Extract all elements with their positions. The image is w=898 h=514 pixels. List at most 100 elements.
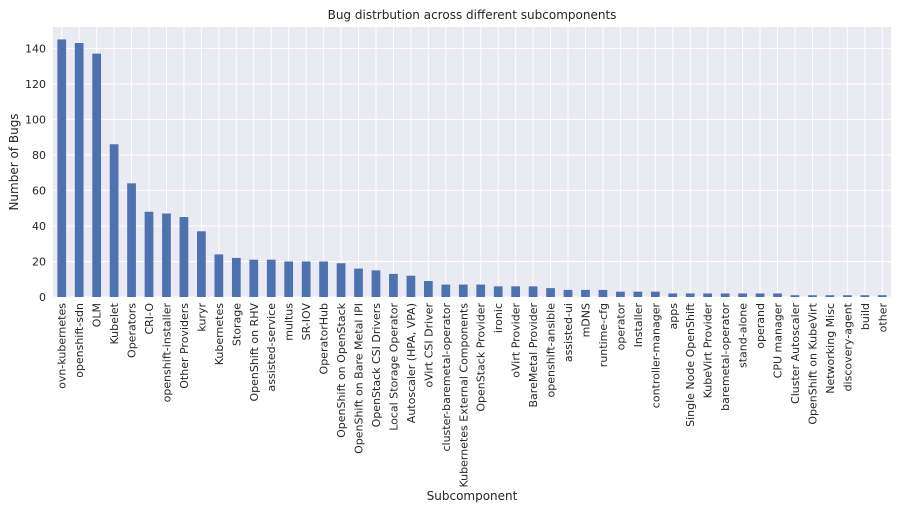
bar	[284, 261, 294, 297]
x-tick-label: operand	[754, 303, 767, 349]
bars	[57, 39, 887, 298]
x-tick-label: stand-alone	[737, 303, 750, 368]
bar	[127, 183, 136, 297]
y-tick-label: 140	[25, 42, 46, 55]
bar	[633, 291, 643, 297]
x-tick-label: CRI-O	[143, 303, 156, 335]
x-tick-label: baremetal-operator	[719, 303, 732, 411]
x-tick-label: BareMetal Provider	[527, 303, 540, 408]
x-tick-label: openshift-installer	[160, 303, 173, 403]
plot-background	[53, 27, 891, 297]
bar	[703, 293, 713, 297]
x-tick-label: Storage	[230, 303, 243, 346]
x-tick-labels: ovn-kubernetes openshift-sdn OLM Kubelet Ope…	[56, 302, 890, 487]
x-tick-label: Local Storage Operator	[387, 303, 400, 431]
x-tick-label: OpenShift on Bare Metal IPI	[353, 303, 366, 454]
x-tick-label: Cluster Autoscaler	[789, 303, 802, 404]
chart-title: Bug distrbution across different subcomp…	[328, 8, 617, 22]
y-axis-title: Number of Bugs	[7, 113, 21, 210]
x-tick-label: controller-manager	[649, 303, 662, 409]
bar	[790, 295, 800, 297]
x-tick-label: ovn-kubernetes	[56, 303, 69, 389]
bar	[423, 281, 433, 297]
bar	[511, 286, 521, 297]
x-tick-label: build	[859, 303, 872, 330]
bar	[144, 211, 154, 297]
bar	[354, 268, 363, 297]
bar	[755, 293, 765, 297]
y-tick-label: 60	[32, 184, 46, 197]
bar	[109, 144, 119, 297]
bar	[720, 293, 730, 297]
y-tick-label: 20	[32, 255, 46, 268]
bar	[371, 270, 381, 297]
bar	[441, 284, 451, 297]
bar	[616, 291, 625, 297]
bar	[842, 295, 852, 297]
x-tick-label: Kubernetes	[213, 303, 226, 366]
bar	[389, 273, 398, 297]
x-tick-label: openshift-ansible	[545, 303, 558, 398]
bar	[74, 42, 84, 297]
x-tick-label: Networking Misc	[824, 303, 837, 394]
x-tick-label: SR-IOV	[300, 303, 313, 341]
x-tick-label: Operators	[126, 303, 139, 358]
x-tick-label: operator	[614, 303, 627, 351]
x-tick-label: mDNS	[579, 303, 592, 337]
bar	[860, 295, 870, 297]
bar	[319, 261, 328, 297]
x-tick-label: Installer	[632, 303, 645, 348]
x-tick-label: OLM	[91, 303, 104, 327]
x-tick-label: multus	[283, 303, 296, 341]
bar	[528, 286, 538, 297]
x-tick-label: discovery-agent	[841, 302, 854, 391]
x-tick-label: assisted-ui	[562, 303, 575, 362]
x-tick-label: runtime-cfg	[597, 303, 610, 367]
x-tick-label: Kubelet	[108, 302, 121, 344]
bar	[581, 289, 590, 297]
x-tick-label: OperatorHub	[318, 303, 331, 374]
x-tick-label: openshift-sdn	[73, 303, 86, 378]
x-tick-label: CPU manager	[772, 303, 785, 379]
bar	[493, 286, 503, 297]
x-tick-label: other	[876, 303, 889, 333]
bar	[808, 295, 817, 297]
y-tick-label: 0	[39, 291, 46, 304]
x-tick-label: OpenStack CSI Drivers	[370, 303, 383, 428]
y-tick-labels: 0 20 40 60 80 100 120 140	[25, 42, 46, 304]
bar	[406, 275, 416, 297]
bar	[738, 293, 747, 297]
bar	[877, 295, 887, 297]
bar	[773, 293, 782, 297]
bar	[598, 289, 608, 297]
x-tick-label: oVirt Provider	[510, 303, 523, 378]
y-tick-label: 120	[25, 78, 46, 91]
x-tick-label: OpenShift on OpenStack	[335, 302, 348, 438]
x-tick-label: kuryr	[195, 303, 208, 332]
bar	[162, 213, 171, 297]
x-tick-label: oVirt CSI Driver	[422, 303, 435, 388]
bar	[249, 259, 259, 297]
bar	[563, 289, 573, 297]
bar	[92, 53, 102, 297]
y-tick-label: 100	[25, 113, 46, 126]
bar	[458, 284, 468, 297]
bar	[231, 257, 241, 297]
bar	[336, 263, 346, 297]
y-tick-label: 80	[32, 149, 46, 162]
x-tick-label: Single Node OpenShift	[684, 302, 697, 427]
bar	[650, 291, 660, 297]
bar	[546, 288, 555, 297]
bar	[301, 261, 311, 297]
bar	[685, 293, 695, 297]
x-tick-label: OpenStack Provider	[475, 303, 488, 412]
x-tick-label: assisted-service	[265, 303, 278, 392]
bar	[266, 259, 276, 297]
x-tick-label: OpenShift on KubeVirt	[806, 302, 819, 424]
x-tick-label: KubeVirt Provider	[702, 303, 715, 399]
y-tick-label: 40	[32, 220, 46, 233]
x-tick-label: Other Providers	[178, 303, 191, 389]
x-tick-label: ironic	[492, 303, 505, 333]
x-axis-title: Subcomponent	[427, 489, 518, 503]
